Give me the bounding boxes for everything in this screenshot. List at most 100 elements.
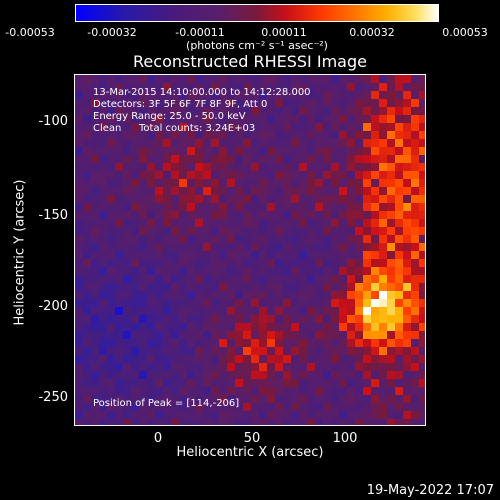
heatmap-cell <box>243 115 251 123</box>
heatmap-cell <box>419 147 425 155</box>
heatmap-cell <box>91 91 99 99</box>
heatmap-cell <box>299 243 307 251</box>
heatmap-cell <box>227 187 235 195</box>
heatmap-cell <box>411 219 419 227</box>
heatmap-cell <box>195 123 203 131</box>
heatmap-cell <box>363 387 371 395</box>
heatmap-cell <box>211 371 219 379</box>
heatmap-cell <box>379 419 387 425</box>
heatmap-cell <box>395 203 403 211</box>
heatmap-cell <box>195 387 203 395</box>
heatmap-cell <box>107 83 115 91</box>
heatmap-cell <box>379 307 387 315</box>
heatmap-cell <box>211 131 219 139</box>
heatmap-cell <box>419 99 425 107</box>
heatmap-cell <box>259 371 267 379</box>
heatmap-cell <box>107 171 115 179</box>
heatmap-cell <box>171 75 179 83</box>
heatmap-cell <box>379 411 387 419</box>
heatmap-cell <box>195 347 203 355</box>
heatmap-cell <box>283 163 291 171</box>
heatmap-cell <box>259 307 267 315</box>
heatmap-cell <box>171 243 179 251</box>
heatmap-cell <box>147 195 155 203</box>
heatmap-cell <box>371 331 379 339</box>
heatmap-cell <box>195 331 203 339</box>
heatmap-cell <box>339 123 347 131</box>
heatmap-cell <box>171 275 179 283</box>
heatmap-cell <box>339 163 347 171</box>
heatmap-cell <box>291 75 299 83</box>
heatmap-cell <box>411 403 419 411</box>
heatmap-cell <box>275 307 283 315</box>
heatmap-cell <box>371 107 379 115</box>
heatmap-cell <box>379 291 387 299</box>
heatmap-cell <box>363 235 371 243</box>
heatmap-cell <box>355 275 363 283</box>
heatmap-cell <box>75 179 83 187</box>
heatmap-cell <box>379 267 387 275</box>
heatmap-cell <box>163 347 171 355</box>
heatmap-cell <box>259 75 267 83</box>
heatmap-cell <box>275 155 283 163</box>
heatmap-cell <box>387 131 395 139</box>
heatmap-cell <box>251 291 259 299</box>
heatmap-cell <box>179 107 187 115</box>
heatmap-cell <box>187 339 195 347</box>
heatmap-cell <box>219 211 227 219</box>
heatmap-cell <box>107 299 115 307</box>
heatmap-cell <box>147 155 155 163</box>
heatmap-cell <box>323 243 331 251</box>
heatmap-cell <box>171 123 179 131</box>
heatmap-cell <box>419 179 425 187</box>
heatmap-cell <box>147 211 155 219</box>
heatmap-cell <box>147 275 155 283</box>
heatmap-cell <box>163 155 171 163</box>
heatmap-cell <box>75 171 83 179</box>
heatmap-cell <box>363 363 371 371</box>
heatmap-cell <box>259 123 267 131</box>
heatmap-cell <box>187 179 195 187</box>
heatmap-cell <box>419 195 425 203</box>
heatmap-cell <box>211 259 219 267</box>
heatmap-cell <box>243 219 251 227</box>
heatmap-cell <box>211 179 219 187</box>
heatmap-cell <box>123 211 131 219</box>
heatmap-cell <box>155 347 163 355</box>
heatmap-cell <box>171 179 179 187</box>
heatmap-cell <box>339 179 347 187</box>
heatmap-cell <box>91 187 99 195</box>
heatmap-cell <box>243 355 251 363</box>
heatmap-cell <box>307 355 315 363</box>
heatmap-cell <box>219 251 227 259</box>
heatmap-cell <box>99 179 107 187</box>
heatmap-cell <box>83 243 91 251</box>
heatmap-cell <box>219 91 227 99</box>
heatmap-cell <box>299 339 307 347</box>
heatmap-cell <box>139 331 147 339</box>
heatmap-cell <box>75 139 83 147</box>
heatmap-cell <box>235 363 243 371</box>
heatmap-cell <box>147 411 155 419</box>
heatmap-cell <box>171 227 179 235</box>
heatmap-cell <box>315 235 323 243</box>
heatmap-cell <box>323 235 331 243</box>
heatmap-cell <box>395 251 403 259</box>
heatmap-cell <box>315 275 323 283</box>
heatmap-cell <box>267 307 275 315</box>
heatmap-cell <box>387 267 395 275</box>
heatmap-cell <box>411 419 419 425</box>
heatmap-cell <box>403 131 411 139</box>
heatmap-cell <box>123 331 131 339</box>
heatmap-cell <box>323 283 331 291</box>
heatmap-cell <box>131 307 139 315</box>
heatmap-cell <box>347 179 355 187</box>
annotation-energy: Energy Range: 25.0 - 50.0 keV <box>93 111 246 122</box>
heatmap-cell <box>251 395 259 403</box>
heatmap-cell <box>339 195 347 203</box>
heatmap-cell <box>131 171 139 179</box>
heatmap-cell <box>155 363 163 371</box>
heatmap-cell <box>147 123 155 131</box>
heatmap-cell <box>83 419 91 425</box>
heatmap-cell <box>179 235 187 243</box>
